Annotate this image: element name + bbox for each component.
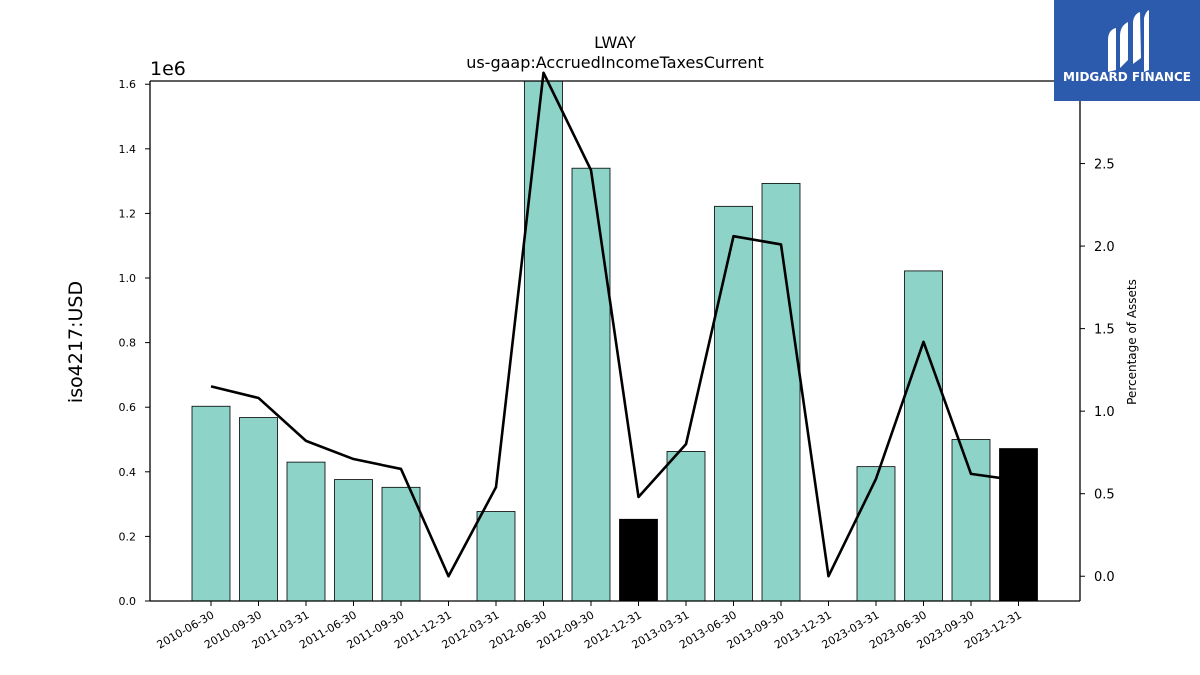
bar xyxy=(856,466,896,602)
y2-tick-label: 1.5 xyxy=(1094,323,1115,338)
y-tick-label: 0.4 xyxy=(119,466,137,479)
y2-axis-label: Percentage of Assets xyxy=(1125,279,1139,405)
y-axis-label: iso4217:USD xyxy=(65,281,87,403)
y2-tick-label: 2.0 xyxy=(1094,240,1115,255)
y-tick-label: 0.0 xyxy=(119,595,137,608)
y2-tick-label: 2.5 xyxy=(1094,158,1115,173)
bar xyxy=(286,461,326,602)
y2-tick-label: 0.5 xyxy=(1094,488,1115,503)
bar xyxy=(524,80,563,602)
y-tick-label: 0.2 xyxy=(119,530,137,543)
y-axis-offset-label: 1e6 xyxy=(150,58,186,80)
y-tick-label: 1.4 xyxy=(119,143,137,156)
y-tick-label: 1.6 xyxy=(119,78,137,91)
bar xyxy=(381,486,421,602)
chart-title: LWAY xyxy=(594,33,636,52)
logo-text: MIDGARD FINANCE xyxy=(1063,70,1191,84)
line-series xyxy=(210,71,1019,578)
bar xyxy=(334,479,373,602)
bar xyxy=(951,439,991,602)
y-tick-label: 1.0 xyxy=(119,272,137,285)
bar xyxy=(476,511,516,602)
line-group xyxy=(210,71,1019,578)
y-tick-label: 1.2 xyxy=(119,207,137,220)
bar xyxy=(191,405,231,602)
bar xyxy=(714,205,753,602)
y2-tick-label: 0.0 xyxy=(1094,570,1115,585)
bar xyxy=(239,417,278,602)
bar xyxy=(619,518,658,602)
y-tick-label: 0.8 xyxy=(119,337,137,350)
bar xyxy=(999,448,1038,602)
bar xyxy=(666,451,706,602)
bar-group xyxy=(191,80,1038,602)
y-tick-label: 0.6 xyxy=(119,401,137,414)
y2-tick-label: 1.0 xyxy=(1094,405,1115,420)
logo: MIDGARD FINANCE xyxy=(1054,0,1200,101)
bar xyxy=(904,270,943,602)
bar xyxy=(571,167,611,602)
chart-subtitle: us-gaap:AccruedIncomeTaxesCurrent xyxy=(466,53,764,72)
logo-mark-icon xyxy=(1108,10,1149,72)
